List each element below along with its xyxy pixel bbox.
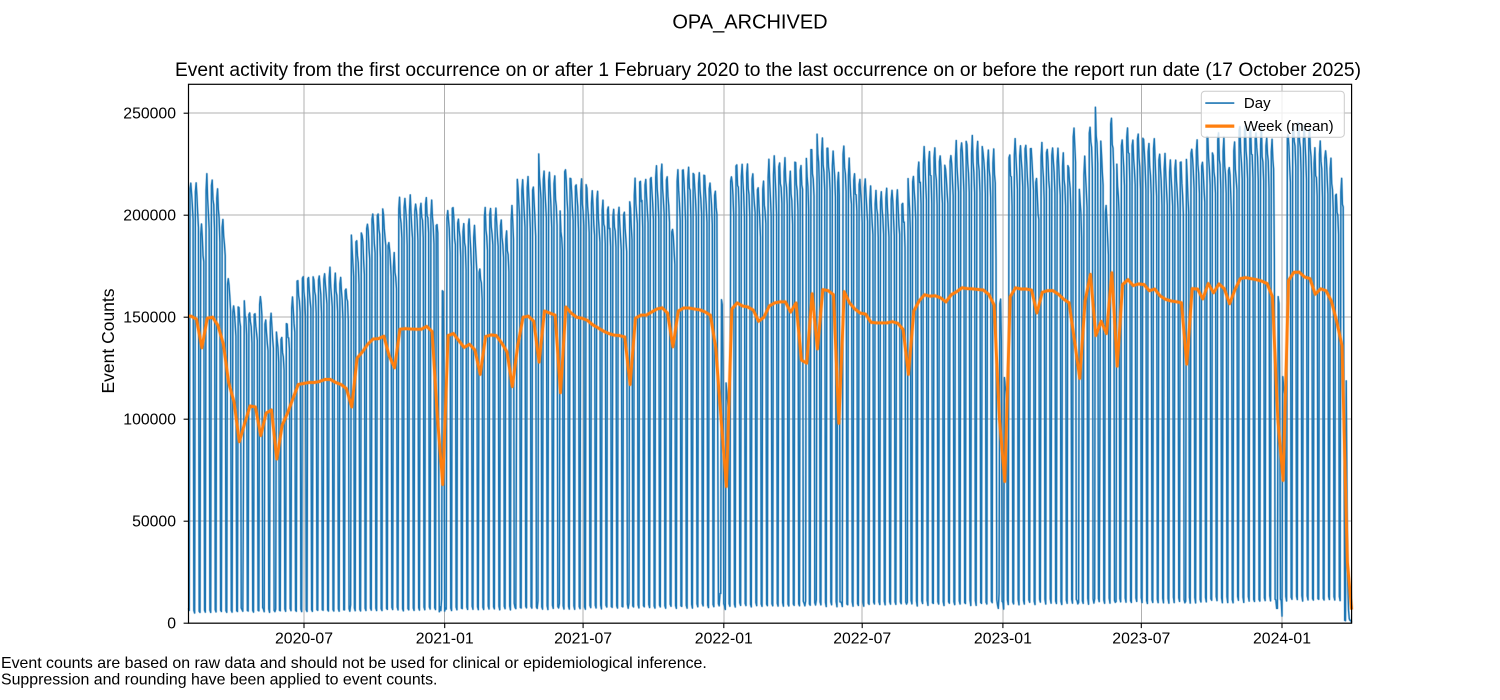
svg-text:2024-01: 2024-01 xyxy=(1253,631,1311,648)
svg-text:OPA_ARCHIVED: OPA_ARCHIVED xyxy=(672,12,827,34)
svg-text:50000: 50000 xyxy=(132,513,176,530)
svg-text:2020-07: 2020-07 xyxy=(275,631,333,648)
svg-text:Event activity from the first: Event activity from the first occurrence… xyxy=(175,60,1361,81)
svg-text:2022-01: 2022-01 xyxy=(695,631,753,648)
svg-text:2022-07: 2022-07 xyxy=(833,631,891,648)
svg-text:Day: Day xyxy=(1244,95,1271,112)
svg-text:Suppression and rounding have: Suppression and rounding have been appli… xyxy=(1,672,437,689)
svg-text:2023-01: 2023-01 xyxy=(974,631,1032,648)
svg-text:Event Counts: Event Counts xyxy=(98,288,118,393)
svg-text:150000: 150000 xyxy=(123,309,176,326)
svg-text:Week (mean): Week (mean) xyxy=(1244,118,1334,135)
svg-text:0: 0 xyxy=(167,615,176,632)
svg-text:200000: 200000 xyxy=(123,207,176,224)
svg-text:2023-07: 2023-07 xyxy=(1112,631,1170,648)
svg-text:100000: 100000 xyxy=(123,411,176,428)
svg-text:2021-01: 2021-01 xyxy=(416,631,474,648)
svg-text:250000: 250000 xyxy=(123,105,176,122)
svg-text:2021-07: 2021-07 xyxy=(554,631,612,648)
svg-text:Event counts are based on raw: Event counts are based on raw data and s… xyxy=(1,655,707,672)
